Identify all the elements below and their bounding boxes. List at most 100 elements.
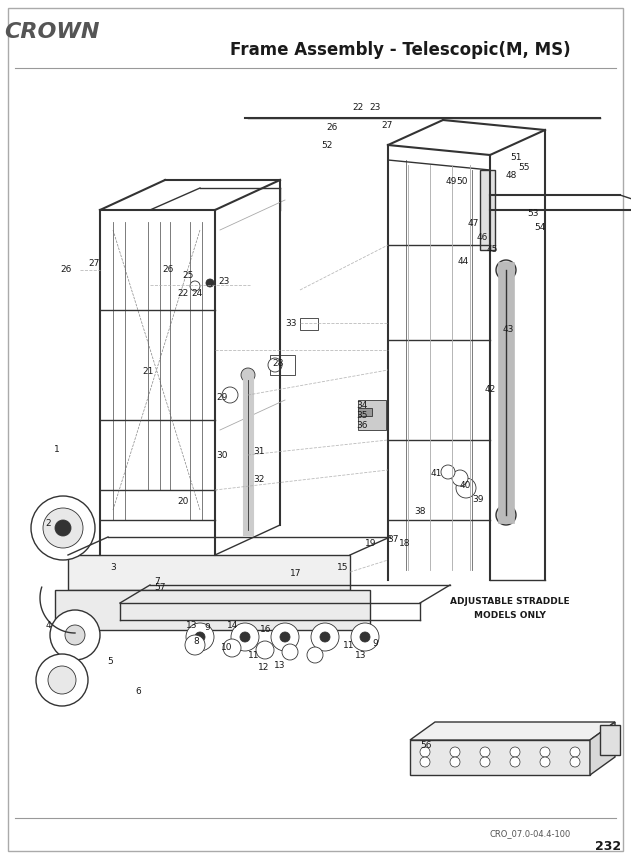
Text: 9: 9 (204, 623, 210, 631)
Circle shape (186, 623, 214, 651)
Text: 12: 12 (258, 663, 269, 673)
Text: 46: 46 (476, 233, 488, 241)
Circle shape (190, 281, 200, 291)
Text: MODELS ONLY: MODELS ONLY (474, 612, 546, 620)
Circle shape (311, 623, 339, 651)
Text: 42: 42 (485, 386, 495, 394)
Text: 1: 1 (54, 444, 60, 454)
Text: 36: 36 (357, 421, 368, 430)
Text: Frame Assembly - Telescopic(M, MS): Frame Assembly - Telescopic(M, MS) (230, 41, 570, 59)
Circle shape (241, 368, 255, 382)
Text: 44: 44 (457, 258, 469, 266)
Text: 23: 23 (218, 277, 230, 287)
Text: 23: 23 (369, 103, 380, 113)
Text: 20: 20 (177, 497, 189, 505)
Circle shape (496, 505, 516, 525)
Circle shape (452, 470, 468, 486)
Polygon shape (68, 555, 350, 590)
Text: ADJUSTABLE STRADDLE: ADJUSTABLE STRADDLE (450, 598, 570, 606)
Polygon shape (55, 590, 370, 630)
Circle shape (65, 625, 85, 645)
Text: 17: 17 (290, 569, 302, 577)
Text: 49: 49 (445, 176, 457, 186)
Circle shape (496, 260, 516, 280)
Text: 21: 21 (143, 368, 154, 376)
Text: 24: 24 (191, 289, 203, 298)
Circle shape (450, 747, 460, 757)
Circle shape (55, 520, 71, 536)
Text: 38: 38 (414, 508, 426, 516)
Text: 37: 37 (387, 534, 399, 544)
Text: 26: 26 (162, 265, 174, 273)
Circle shape (185, 635, 205, 655)
Circle shape (222, 387, 238, 403)
Circle shape (43, 508, 83, 548)
Text: 50: 50 (456, 176, 468, 186)
Circle shape (450, 757, 460, 767)
Circle shape (271, 623, 299, 651)
Text: 29: 29 (216, 393, 228, 403)
Text: 54: 54 (534, 223, 546, 233)
Bar (358, 408, 372, 416)
Text: 10: 10 (221, 643, 233, 653)
Text: 33: 33 (285, 319, 297, 327)
Bar (480, 170, 495, 250)
Bar (300, 318, 318, 330)
Circle shape (307, 647, 323, 663)
Text: 27: 27 (381, 121, 392, 131)
Text: 26: 26 (61, 265, 72, 273)
Circle shape (360, 632, 370, 642)
Circle shape (256, 641, 274, 659)
Text: 55: 55 (518, 163, 530, 173)
Text: 28: 28 (273, 358, 284, 368)
Circle shape (480, 747, 490, 757)
Circle shape (441, 465, 455, 479)
Circle shape (268, 358, 282, 372)
Text: 27: 27 (88, 259, 100, 269)
Circle shape (320, 632, 330, 642)
Text: 8: 8 (193, 637, 199, 645)
Circle shape (510, 747, 520, 757)
Text: 34: 34 (357, 400, 368, 410)
Circle shape (351, 623, 379, 651)
Circle shape (480, 757, 490, 767)
Circle shape (570, 747, 580, 757)
Text: CROWN: CROWN (4, 22, 100, 42)
Polygon shape (410, 722, 615, 740)
Text: 2: 2 (45, 519, 51, 527)
Text: 48: 48 (505, 170, 517, 180)
Circle shape (420, 757, 430, 767)
Text: 15: 15 (337, 564, 349, 572)
Circle shape (195, 632, 205, 642)
Text: 31: 31 (253, 447, 265, 455)
Circle shape (280, 632, 290, 642)
Text: 53: 53 (528, 210, 539, 218)
Text: CRO_07.0-04.4-100: CRO_07.0-04.4-100 (490, 830, 570, 838)
Text: 35: 35 (357, 411, 368, 419)
Bar (600, 725, 620, 755)
Text: 30: 30 (216, 450, 228, 460)
Text: 19: 19 (365, 539, 377, 547)
Circle shape (50, 610, 100, 660)
Text: 5: 5 (107, 656, 113, 666)
Text: 52: 52 (321, 141, 333, 149)
Text: 40: 40 (459, 482, 471, 490)
Text: 6: 6 (135, 686, 141, 696)
Text: 14: 14 (227, 620, 239, 630)
Text: 56: 56 (420, 740, 432, 750)
Circle shape (510, 757, 520, 767)
Text: 9: 9 (372, 638, 378, 648)
Text: 45: 45 (487, 245, 498, 253)
Circle shape (206, 279, 214, 287)
Circle shape (223, 639, 241, 657)
Circle shape (540, 747, 550, 757)
Text: 13: 13 (274, 661, 286, 669)
Text: 11: 11 (343, 641, 355, 649)
Text: 57: 57 (154, 582, 166, 592)
Circle shape (231, 623, 259, 651)
Text: 232: 232 (595, 840, 621, 854)
Text: 18: 18 (399, 539, 411, 547)
Circle shape (420, 747, 430, 757)
Circle shape (31, 496, 95, 560)
Text: 4: 4 (45, 620, 51, 630)
